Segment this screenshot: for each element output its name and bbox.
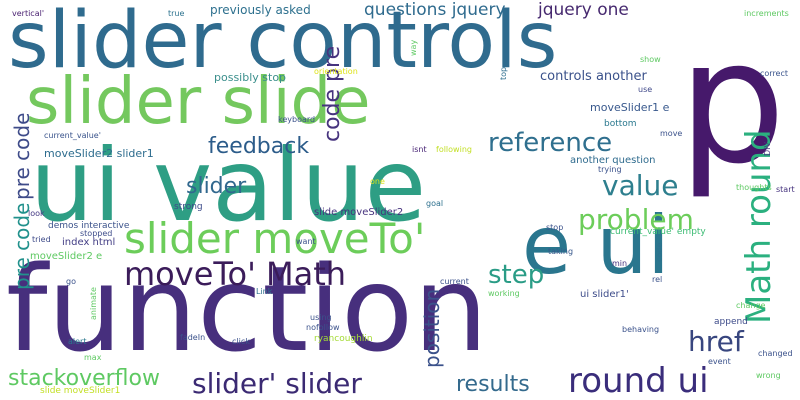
- word-href: href: [688, 325, 744, 358]
- word-vertical: vertical': [12, 9, 45, 18]
- word-code-pre: code pre: [320, 45, 345, 142]
- word-moveslider2-slider1: moveSlider2 slider1: [44, 147, 154, 160]
- word-wrong: wrong: [756, 371, 781, 380]
- word-alert: alert: [68, 337, 87, 346]
- word-slider-moveto: slider moveTo': [124, 214, 426, 263]
- word-value: value: [602, 169, 679, 202]
- word-demos-interactive: demos interactive: [48, 221, 130, 231]
- word-reference: reference: [488, 128, 613, 158]
- word-append: append: [714, 317, 748, 327]
- word-stop: stop: [546, 223, 564, 232]
- word-math-round: Math round: [739, 129, 779, 324]
- word-step: step: [488, 260, 545, 290]
- word-click: click: [232, 337, 250, 346]
- word-use: use: [638, 85, 653, 94]
- word-go: go: [66, 277, 76, 286]
- word-start: start: [776, 185, 795, 194]
- word-round-ui: round ui: [568, 361, 709, 400]
- word-isnt: isnt: [412, 145, 427, 154]
- word-strong: strong: [174, 202, 203, 212]
- word-position: position: [420, 288, 444, 368]
- word-controls-another: controls another: [540, 69, 647, 84]
- word-function: function: [6, 240, 489, 378]
- word-moveslider2-e: moveSlider2 e: [30, 251, 103, 262]
- word-problem: problem: [578, 203, 694, 236]
- word-index-html: index html: [62, 237, 116, 248]
- word-want: want: [296, 237, 316, 246]
- word-slider-controls: slider controls: [8, 0, 558, 86]
- word-ui-slider1: ui slider1': [580, 289, 629, 300]
- word-fadein: fadeIn: [180, 333, 206, 342]
- word-one: one: [370, 177, 385, 186]
- word-show: show: [640, 55, 661, 64]
- word-keyboard: keyboard: [278, 115, 316, 124]
- word-link: Link: [256, 287, 273, 296]
- word-current-value: current_value': [44, 131, 101, 140]
- word-top: top: [499, 66, 508, 80]
- word-orientation: orientation: [314, 67, 358, 76]
- word-changed: changed: [758, 349, 793, 358]
- word-results: results: [456, 372, 530, 397]
- word-correct: correct: [760, 69, 789, 78]
- word-bottom: bottom: [604, 119, 637, 129]
- word-increments: increments: [744, 9, 789, 18]
- word-current-value-empty: current_value' empty: [610, 227, 706, 237]
- word-p: p: [678, 4, 786, 202]
- word-div: DIV: [763, 142, 772, 156]
- word-look: look: [28, 209, 45, 218]
- word-ui-value: ui value: [30, 127, 427, 244]
- word-working: working: [488, 289, 520, 298]
- word-feedback: feedback: [208, 134, 310, 159]
- word-using: using: [310, 313, 332, 322]
- word-trying: trying: [598, 165, 622, 174]
- word-animate: animate: [89, 287, 98, 320]
- word-tried: tried: [32, 235, 51, 244]
- word-stackoverflow: stackoverflow: [8, 366, 160, 391]
- word-nofollow: nofollow: [306, 323, 340, 332]
- word-goal: goal: [426, 199, 444, 208]
- word-move: move: [660, 129, 683, 138]
- word-taking: taking: [548, 247, 574, 256]
- word-stopped: stopped: [80, 229, 113, 238]
- word-questions-jquery: questions jquery: [364, 0, 506, 20]
- word-previously-asked: previously asked: [210, 3, 311, 17]
- word-e-ui: e ui: [522, 199, 670, 292]
- word-ryancoughlin: ryancoughlin: [314, 334, 373, 344]
- word-way: way: [409, 39, 418, 56]
- word-possibly-stop: possibly stop: [214, 71, 287, 84]
- word-behaving: behaving: [622, 325, 660, 334]
- word-min: min: [612, 259, 628, 268]
- word-jquery-one: jquery one: [538, 0, 629, 20]
- word-thoughts: thoughts: [736, 183, 772, 192]
- word-another-question: another question: [570, 155, 656, 166]
- word-pre-code-2: pre code: [10, 112, 34, 200]
- word-slider-slider: slider' slider: [192, 367, 362, 400]
- word-moveslider1-e: moveSlider1 e: [590, 101, 670, 114]
- word-moveto-math: moveTo' Math: [124, 255, 347, 293]
- word-rel: rel: [652, 275, 663, 284]
- word-change: change: [736, 301, 766, 310]
- word-slide-moveslider2: slide moveSlider2: [314, 207, 404, 218]
- word-event: event: [708, 357, 731, 366]
- word-code: code: [655, 242, 664, 262]
- word-slide-moveslider1: slide moveSlider1: [40, 386, 121, 396]
- word-true: true: [168, 9, 185, 18]
- word-max: max: [84, 353, 102, 362]
- word-slider-slide: slider slide: [26, 65, 371, 139]
- word-slider: slider: [186, 174, 247, 199]
- word-following: following: [436, 145, 472, 154]
- word-current: current: [440, 277, 469, 286]
